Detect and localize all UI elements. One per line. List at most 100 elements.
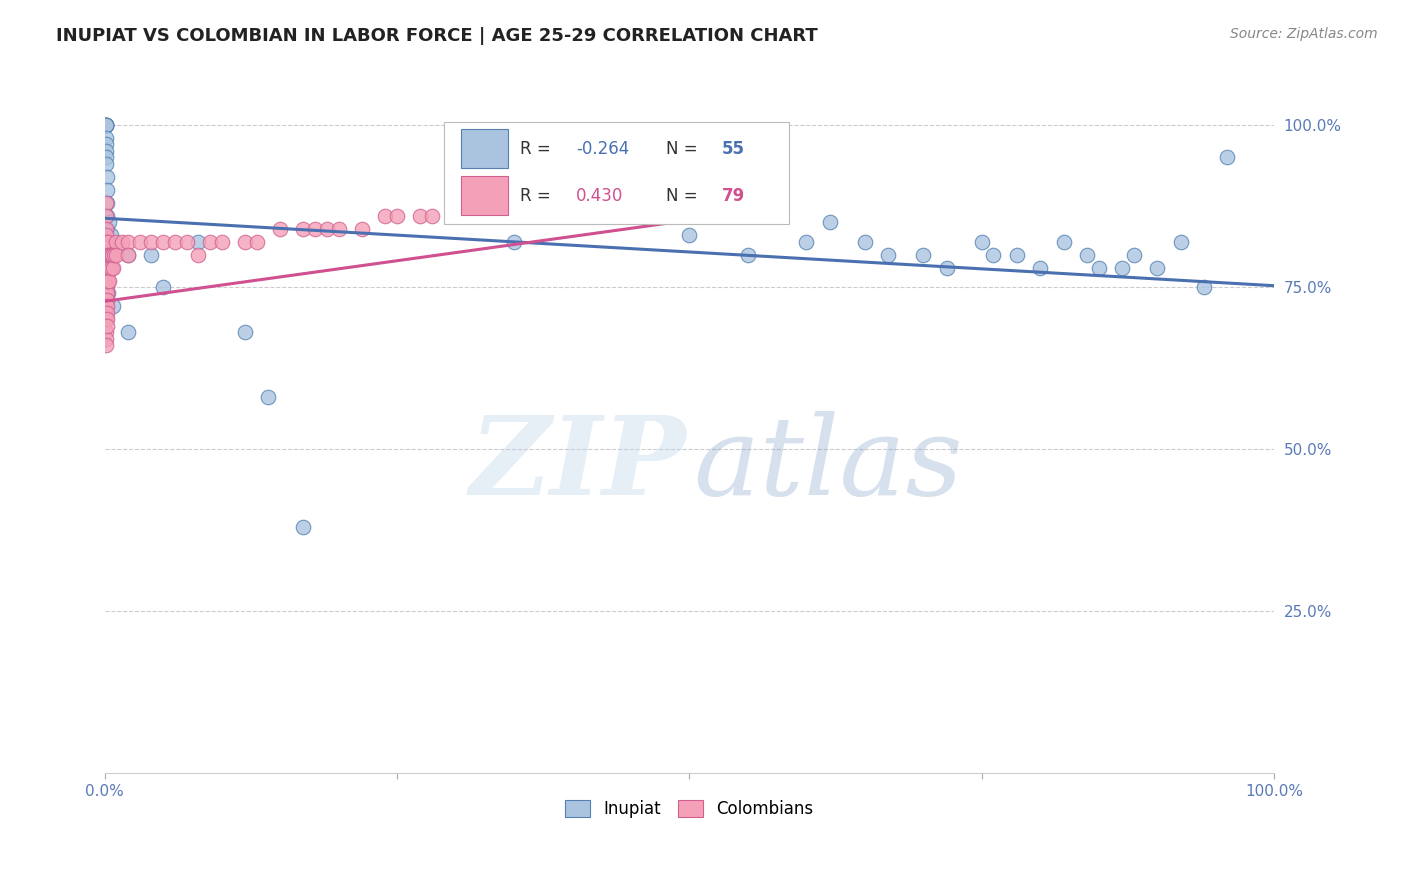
Point	[94, 312, 117, 326]
Point	[503, 235, 526, 249]
Point	[111, 235, 134, 249]
Point	[96, 221, 118, 235]
Point	[103, 247, 125, 261]
Point	[96, 235, 118, 249]
Point	[444, 209, 467, 223]
Text: R =: R =	[520, 140, 555, 158]
Point	[94, 235, 117, 249]
Point	[128, 235, 150, 249]
Point	[561, 195, 583, 210]
Point	[96, 273, 118, 287]
Point	[97, 260, 120, 275]
FancyBboxPatch shape	[444, 122, 789, 224]
Point	[702, 169, 724, 184]
Point	[101, 260, 124, 275]
Point	[257, 390, 280, 404]
Point	[94, 137, 117, 152]
Point	[233, 326, 256, 340]
Point	[935, 260, 957, 275]
Point	[100, 247, 122, 261]
Point	[328, 221, 350, 235]
Point	[94, 260, 117, 275]
Point	[96, 293, 118, 307]
Point	[100, 260, 122, 275]
Text: -0.264: -0.264	[576, 140, 630, 158]
Point	[350, 221, 373, 235]
Point	[96, 280, 118, 294]
Point	[94, 293, 117, 307]
Point	[269, 221, 291, 235]
Point	[94, 247, 117, 261]
Point	[101, 300, 124, 314]
Point	[96, 300, 118, 314]
Point	[94, 118, 117, 132]
Point	[141, 235, 163, 249]
Point	[96, 306, 118, 320]
Text: INUPIAT VS COLOMBIAN IN LABOR FORCE | AGE 25-29 CORRELATION CHART: INUPIAT VS COLOMBIAN IN LABOR FORCE | AG…	[56, 27, 818, 45]
Point	[198, 235, 221, 249]
Point	[678, 228, 700, 243]
Point	[100, 228, 122, 243]
Point	[100, 260, 122, 275]
Point	[94, 195, 117, 210]
Point	[97, 247, 120, 261]
Point	[96, 318, 118, 333]
Point	[409, 209, 432, 223]
Point	[117, 326, 139, 340]
Point	[1005, 247, 1028, 261]
Point	[97, 235, 120, 249]
Point	[877, 247, 900, 261]
Point	[94, 118, 117, 132]
Point	[94, 300, 117, 314]
Point	[585, 195, 607, 210]
Point	[100, 247, 122, 261]
FancyBboxPatch shape	[461, 176, 508, 215]
Point	[152, 235, 174, 249]
Point	[163, 235, 186, 249]
Point	[1087, 260, 1109, 275]
Point	[1122, 247, 1144, 261]
Point	[292, 221, 315, 235]
Point	[912, 247, 935, 261]
Point	[96, 254, 118, 268]
Point	[96, 195, 118, 210]
Point	[94, 254, 117, 268]
Point	[96, 247, 118, 261]
Point	[94, 118, 117, 132]
Point	[97, 273, 120, 287]
Point	[655, 183, 678, 197]
Point	[94, 118, 117, 132]
Point	[538, 195, 561, 210]
Point	[94, 326, 117, 340]
Point	[94, 221, 117, 235]
Point	[94, 280, 117, 294]
Point	[94, 150, 117, 164]
Point	[737, 247, 759, 261]
Point	[97, 273, 120, 287]
Point	[1076, 247, 1098, 261]
Point	[94, 306, 117, 320]
Point	[304, 221, 326, 235]
Point	[94, 273, 117, 287]
Point	[94, 267, 117, 281]
Point	[96, 169, 118, 184]
Point	[98, 273, 121, 287]
Text: N =: N =	[666, 140, 703, 158]
Point	[187, 235, 209, 249]
Point	[1192, 280, 1215, 294]
Point	[1029, 260, 1052, 275]
Text: 0.430: 0.430	[576, 186, 623, 204]
Point	[620, 183, 643, 197]
Point	[503, 195, 526, 210]
Point	[152, 280, 174, 294]
Point	[96, 260, 118, 275]
Point	[141, 247, 163, 261]
Point	[385, 209, 408, 223]
Point	[748, 157, 770, 171]
Point	[96, 209, 118, 223]
Text: 79: 79	[723, 186, 745, 204]
FancyBboxPatch shape	[461, 129, 508, 169]
Point	[98, 247, 121, 261]
Point	[94, 131, 117, 145]
Point	[794, 235, 817, 249]
